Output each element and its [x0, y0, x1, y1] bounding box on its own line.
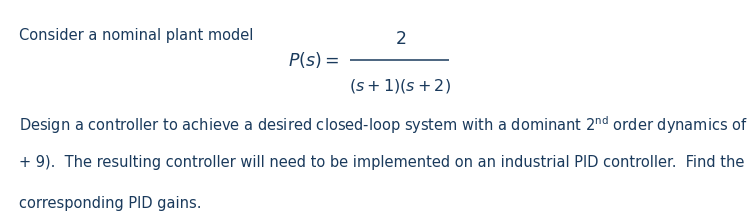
Text: corresponding PID gains.: corresponding PID gains.: [19, 196, 201, 211]
Text: $P(s)=$: $P(s)=$: [288, 50, 339, 70]
Text: $2$: $2$: [394, 30, 406, 48]
Text: Consider a nominal plant model: Consider a nominal plant model: [19, 28, 253, 43]
Text: Design a controller to achieve a desired closed-loop system with a dominant 2$^{: Design a controller to achieve a desired…: [19, 114, 748, 136]
Text: $(s+1)(s+2)$: $(s+1)(s+2)$: [349, 77, 451, 95]
Text: + 9).  The resulting controller will need to be implemented on an industrial PID: + 9). The resulting controller will need…: [19, 155, 744, 170]
